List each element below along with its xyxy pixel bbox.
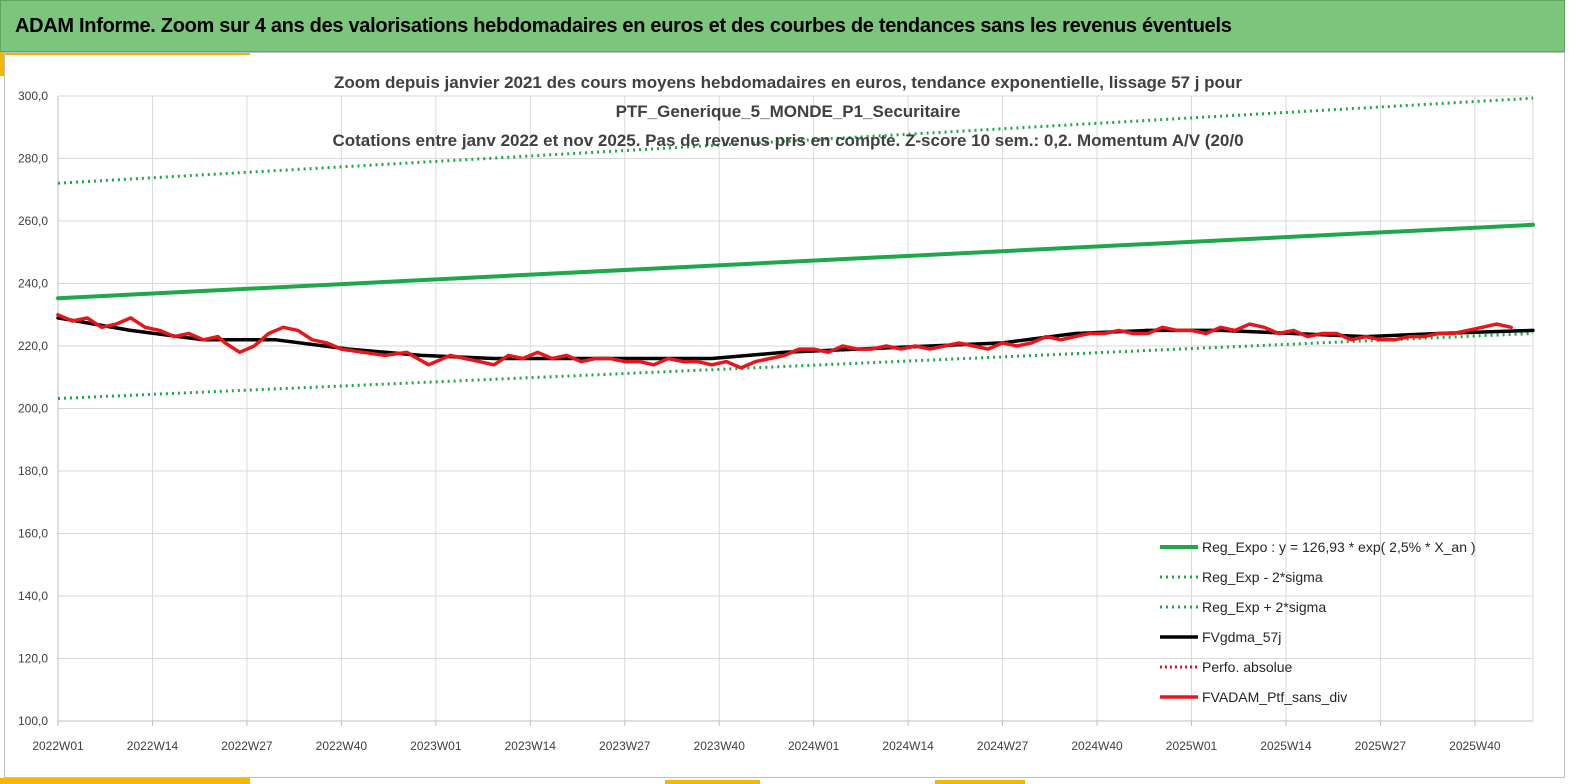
y-tick-label: 300,0: [18, 89, 48, 103]
x-tick-label: 2023W14: [505, 739, 557, 753]
x-tick-label: 2023W27: [599, 739, 651, 753]
y-tick-label: 240,0: [18, 277, 48, 291]
x-tick-label: 2022W01: [32, 739, 84, 753]
accent-bar-top: [0, 52, 250, 55]
y-tick-label: 140,0: [18, 589, 48, 603]
legend-label: Reg_Exp - 2*sigma: [1202, 569, 1323, 585]
x-tick-label: 2023W01: [410, 739, 462, 753]
y-tick-label: 180,0: [18, 464, 48, 478]
reg-expo-line: [56, 222, 1535, 301]
fv-gdma-57j-line: [56, 316, 1535, 361]
legend-label: Reg_Expo : y = 126,93 * exp( 2,5% * X_an…: [1202, 539, 1476, 555]
accent-bar-left: [0, 52, 5, 76]
x-tick-label: 2025W27: [1355, 739, 1407, 753]
y-tick-label: 260,0: [18, 214, 48, 228]
legend-label: FVADAM_Ptf_sans_div: [1202, 689, 1347, 705]
chart-frame: [4, 52, 1565, 778]
chart-title-line-1: Zoom depuis janvier 2021 des cours moyen…: [334, 73, 1242, 92]
accent-bar-bottom-right: [935, 780, 1025, 784]
x-tick-label: 2023W40: [694, 739, 746, 753]
x-tick-label: 2024W40: [1071, 739, 1123, 753]
y-tick-label: 120,0: [18, 652, 48, 666]
x-tick-label: 2025W01: [1166, 739, 1218, 753]
reg-plus-2sigma-line: [57, 96, 1534, 185]
y-tick-label: 160,0: [18, 527, 48, 541]
x-tick-label: 2024W01: [788, 739, 840, 753]
accent-bar-bottom: [0, 778, 250, 784]
x-tick-label: 2022W27: [221, 739, 273, 753]
legend-label: FVgdma_57j: [1202, 629, 1281, 645]
y-tick-label: 100,0: [18, 714, 48, 728]
legend-label: Perfo. absolue: [1202, 659, 1292, 675]
y-tick-label: 200,0: [18, 402, 48, 416]
x-tick-label: 2025W40: [1449, 739, 1501, 753]
y-tick-label: 280,0: [18, 152, 48, 166]
x-tick-label: 2024W27: [977, 739, 1029, 753]
x-tick-label: 2024W14: [882, 739, 934, 753]
x-tick-label: 2022W14: [127, 739, 179, 753]
y-tick-label: 220,0: [18, 339, 48, 353]
x-tick-label: 2022W40: [316, 739, 368, 753]
x-tick-label: 2025W14: [1260, 739, 1312, 753]
reg-minus-2sigma-line: [57, 332, 1534, 400]
fvadam-ptf-line: [56, 313, 1513, 370]
report-title: ADAM Informe. Zoom sur 4 ans des valoris…: [15, 15, 1232, 37]
accent-bar-bottom-mid: [665, 780, 760, 784]
legend-label: Reg_Exp + 2*sigma: [1202, 599, 1326, 615]
chart-title-line-3: Cotations entre janv 2022 et nov 2025. P…: [332, 131, 1243, 150]
report-banner: ADAM Informe. Zoom sur 4 ans des valoris…: [0, 0, 1565, 52]
chart-title-line-2: PTF_Generique_5_MONDE_P1_Securitaire: [616, 102, 961, 121]
